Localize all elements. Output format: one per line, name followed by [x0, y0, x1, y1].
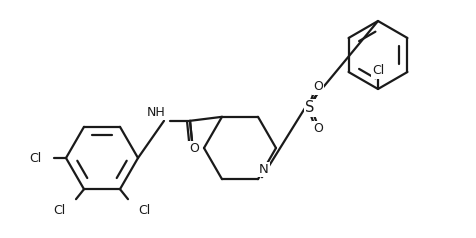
Text: Cl: Cl [138, 204, 150, 217]
Text: NH: NH [147, 106, 166, 119]
Text: O: O [313, 80, 323, 94]
Text: O: O [189, 142, 199, 155]
Text: O: O [313, 123, 323, 135]
Text: Cl: Cl [372, 64, 384, 78]
Text: N: N [259, 163, 269, 176]
Text: S: S [305, 100, 315, 115]
Text: Cl: Cl [30, 152, 42, 164]
Text: Cl: Cl [54, 204, 66, 217]
